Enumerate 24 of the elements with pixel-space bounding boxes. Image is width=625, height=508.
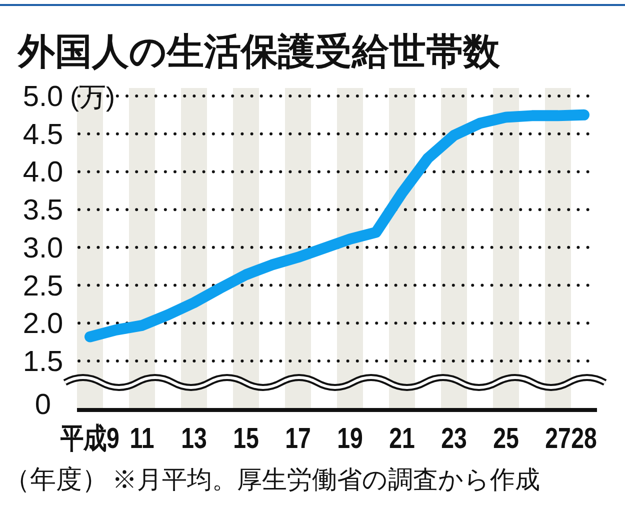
y-tick-label: 2.0 xyxy=(22,308,64,340)
y-tick-label: 2.5 xyxy=(22,270,64,302)
y-tick-label: 4.5 xyxy=(22,118,64,151)
x-tick-label: 11 xyxy=(130,421,154,455)
x-tick-label: 15 xyxy=(233,421,259,455)
y-tick-label: 3.5 xyxy=(22,194,64,227)
x-tick-label: 23 xyxy=(441,421,467,455)
y-tick-label: 4.0 xyxy=(22,156,64,189)
y-tick-label: 1.5 xyxy=(22,346,64,378)
text: 0 xyxy=(34,389,52,421)
x-tick-label: 平成9 xyxy=(60,421,120,455)
text: ※月平均。厚生労働省の調査から作成 xyxy=(112,465,540,494)
x-tick-label: 28 xyxy=(571,421,597,455)
x-tick-label: 19 xyxy=(337,421,363,455)
x-tick-label: 13 xyxy=(181,421,207,455)
y-tick-label: 5.0 xyxy=(22,81,64,113)
y-axis-title: (万) xyxy=(70,82,115,112)
y-tick-label: 3.0 xyxy=(22,232,64,264)
chart-title: 外国人の生活保護受給世帯数 xyxy=(17,31,501,72)
x-tick-label: 17 xyxy=(285,421,311,455)
x-tick-label: 25 xyxy=(493,421,519,455)
x-tick-label: 27 xyxy=(545,421,571,455)
x-tick-label: 21 xyxy=(389,421,415,455)
x-axis-title: （年度） xyxy=(4,464,108,494)
